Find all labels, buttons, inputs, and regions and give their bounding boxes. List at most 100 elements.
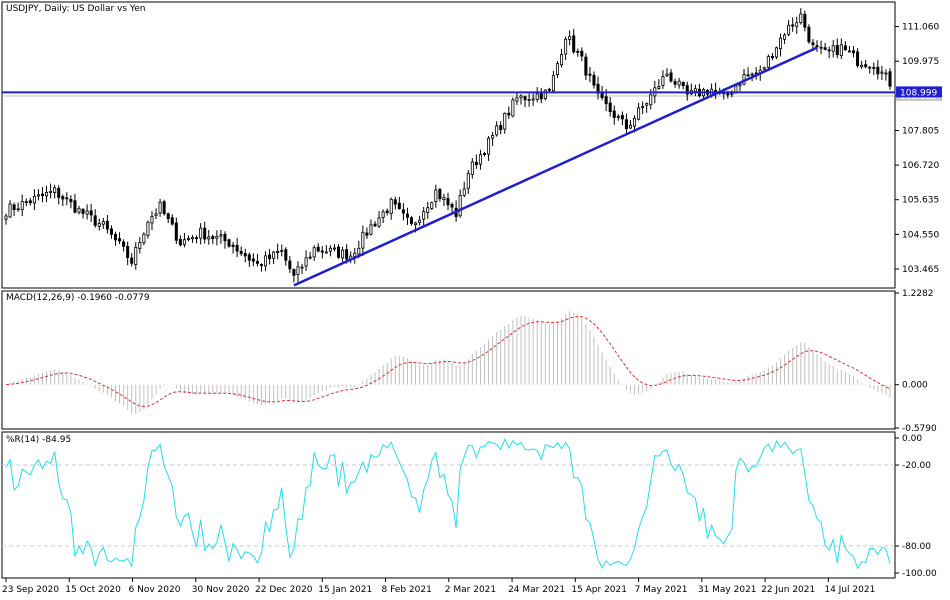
candle-body	[49, 190, 53, 194]
candle-body	[515, 97, 519, 102]
candle-body	[669, 72, 673, 82]
macd-label: MACD(12,26,9) -0.1960 -0.0779	[6, 293, 150, 303]
candle-body	[503, 113, 507, 130]
candle-body	[178, 239, 182, 246]
candle-body	[57, 188, 61, 198]
candle-body	[255, 261, 259, 264]
candle-body	[474, 161, 478, 166]
candle-body	[199, 227, 203, 239]
time-label: 23 Sep 2020	[2, 585, 59, 595]
candle-body	[466, 173, 470, 189]
candle-body	[791, 24, 795, 27]
candle-body	[280, 249, 284, 252]
candle-body	[539, 93, 543, 100]
candle-body	[288, 260, 292, 270]
candle-body	[482, 153, 487, 155]
candle-body	[146, 221, 150, 236]
candle-body	[592, 74, 596, 86]
candle-body	[381, 211, 385, 218]
candle-body	[174, 222, 178, 241]
price-y-label: 109.975	[902, 57, 939, 67]
price-y-label: 107.805	[902, 126, 939, 136]
candle-body	[332, 247, 336, 250]
candle-body	[616, 115, 620, 118]
candle-body	[373, 223, 377, 227]
candle-body	[109, 228, 113, 235]
wpr-name: %R(14)	[6, 435, 40, 445]
candle-body	[839, 44, 843, 56]
candle-body	[438, 189, 442, 200]
time-label: 15 Jan 2021	[318, 585, 372, 595]
candle-body	[661, 76, 665, 86]
time-label: 24 Mar 2021	[508, 585, 565, 595]
candle-body	[645, 103, 649, 106]
candle-body	[85, 210, 89, 215]
candle-body	[564, 38, 568, 55]
time-label: 30 Nov 2020	[192, 585, 250, 595]
price-panel-frame	[1, 1, 896, 289]
candle-body	[150, 216, 154, 224]
candle-body	[320, 250, 324, 253]
candle-body	[523, 96, 527, 101]
candle-body	[336, 246, 341, 258]
candle-body	[458, 195, 462, 217]
candle-body	[422, 211, 426, 220]
candle-body	[401, 209, 405, 214]
candle-body	[819, 46, 823, 49]
candle-body	[628, 124, 632, 129]
candle-body	[795, 22, 799, 27]
candle-body	[876, 66, 880, 75]
macd-y-label: 1.2282	[902, 289, 934, 299]
candle-body	[868, 66, 872, 69]
candle-body	[446, 198, 450, 206]
candle-body	[766, 56, 770, 68]
candle-body	[470, 161, 474, 175]
candle-body	[860, 64, 864, 68]
candle-body	[118, 238, 122, 242]
candle-body	[693, 88, 697, 92]
candle-body	[762, 67, 766, 70]
candle-body	[276, 251, 280, 253]
candle-body	[560, 54, 564, 66]
candle-body	[726, 93, 730, 96]
candle-body	[93, 215, 97, 226]
candle-body	[341, 249, 345, 259]
candle-body	[547, 88, 551, 91]
candle-body	[154, 213, 158, 216]
candle-body	[487, 137, 491, 155]
candle-body	[247, 254, 251, 261]
candle-body	[259, 264, 263, 266]
candle-body	[369, 224, 373, 235]
wpr-values: -84.95	[42, 435, 72, 445]
candle-body	[754, 72, 758, 75]
candle-body	[345, 249, 349, 260]
candle-body	[864, 64, 868, 68]
price-panel: 111.060109.975108.885107.805106.720105.6…	[2, 8, 942, 287]
candle-body	[803, 13, 807, 28]
candle-body	[365, 232, 369, 236]
candle-body	[304, 257, 308, 267]
candle-body	[580, 50, 584, 57]
candle-body	[316, 246, 320, 252]
candle-body	[730, 92, 734, 95]
candle-body	[296, 266, 300, 275]
candle-body	[584, 56, 588, 76]
candle-body	[264, 255, 268, 267]
candle-body	[657, 86, 661, 89]
candle-body	[81, 208, 85, 214]
candle-body	[73, 200, 77, 213]
candle-body	[612, 110, 616, 118]
candle-body	[665, 73, 669, 76]
candle-body	[324, 251, 328, 254]
candle-body	[499, 125, 503, 131]
price-y-label: 106.720	[902, 161, 939, 171]
candle-body	[385, 210, 389, 213]
candle-body	[268, 254, 272, 260]
candle-body	[519, 95, 523, 99]
candle-body	[28, 200, 32, 204]
time-label: 22 Dec 2020	[255, 585, 313, 595]
time-label: 15 Apr 2021	[571, 585, 627, 595]
time-label: 22 Jun 2021	[761, 585, 815, 595]
candle-body	[624, 119, 628, 129]
